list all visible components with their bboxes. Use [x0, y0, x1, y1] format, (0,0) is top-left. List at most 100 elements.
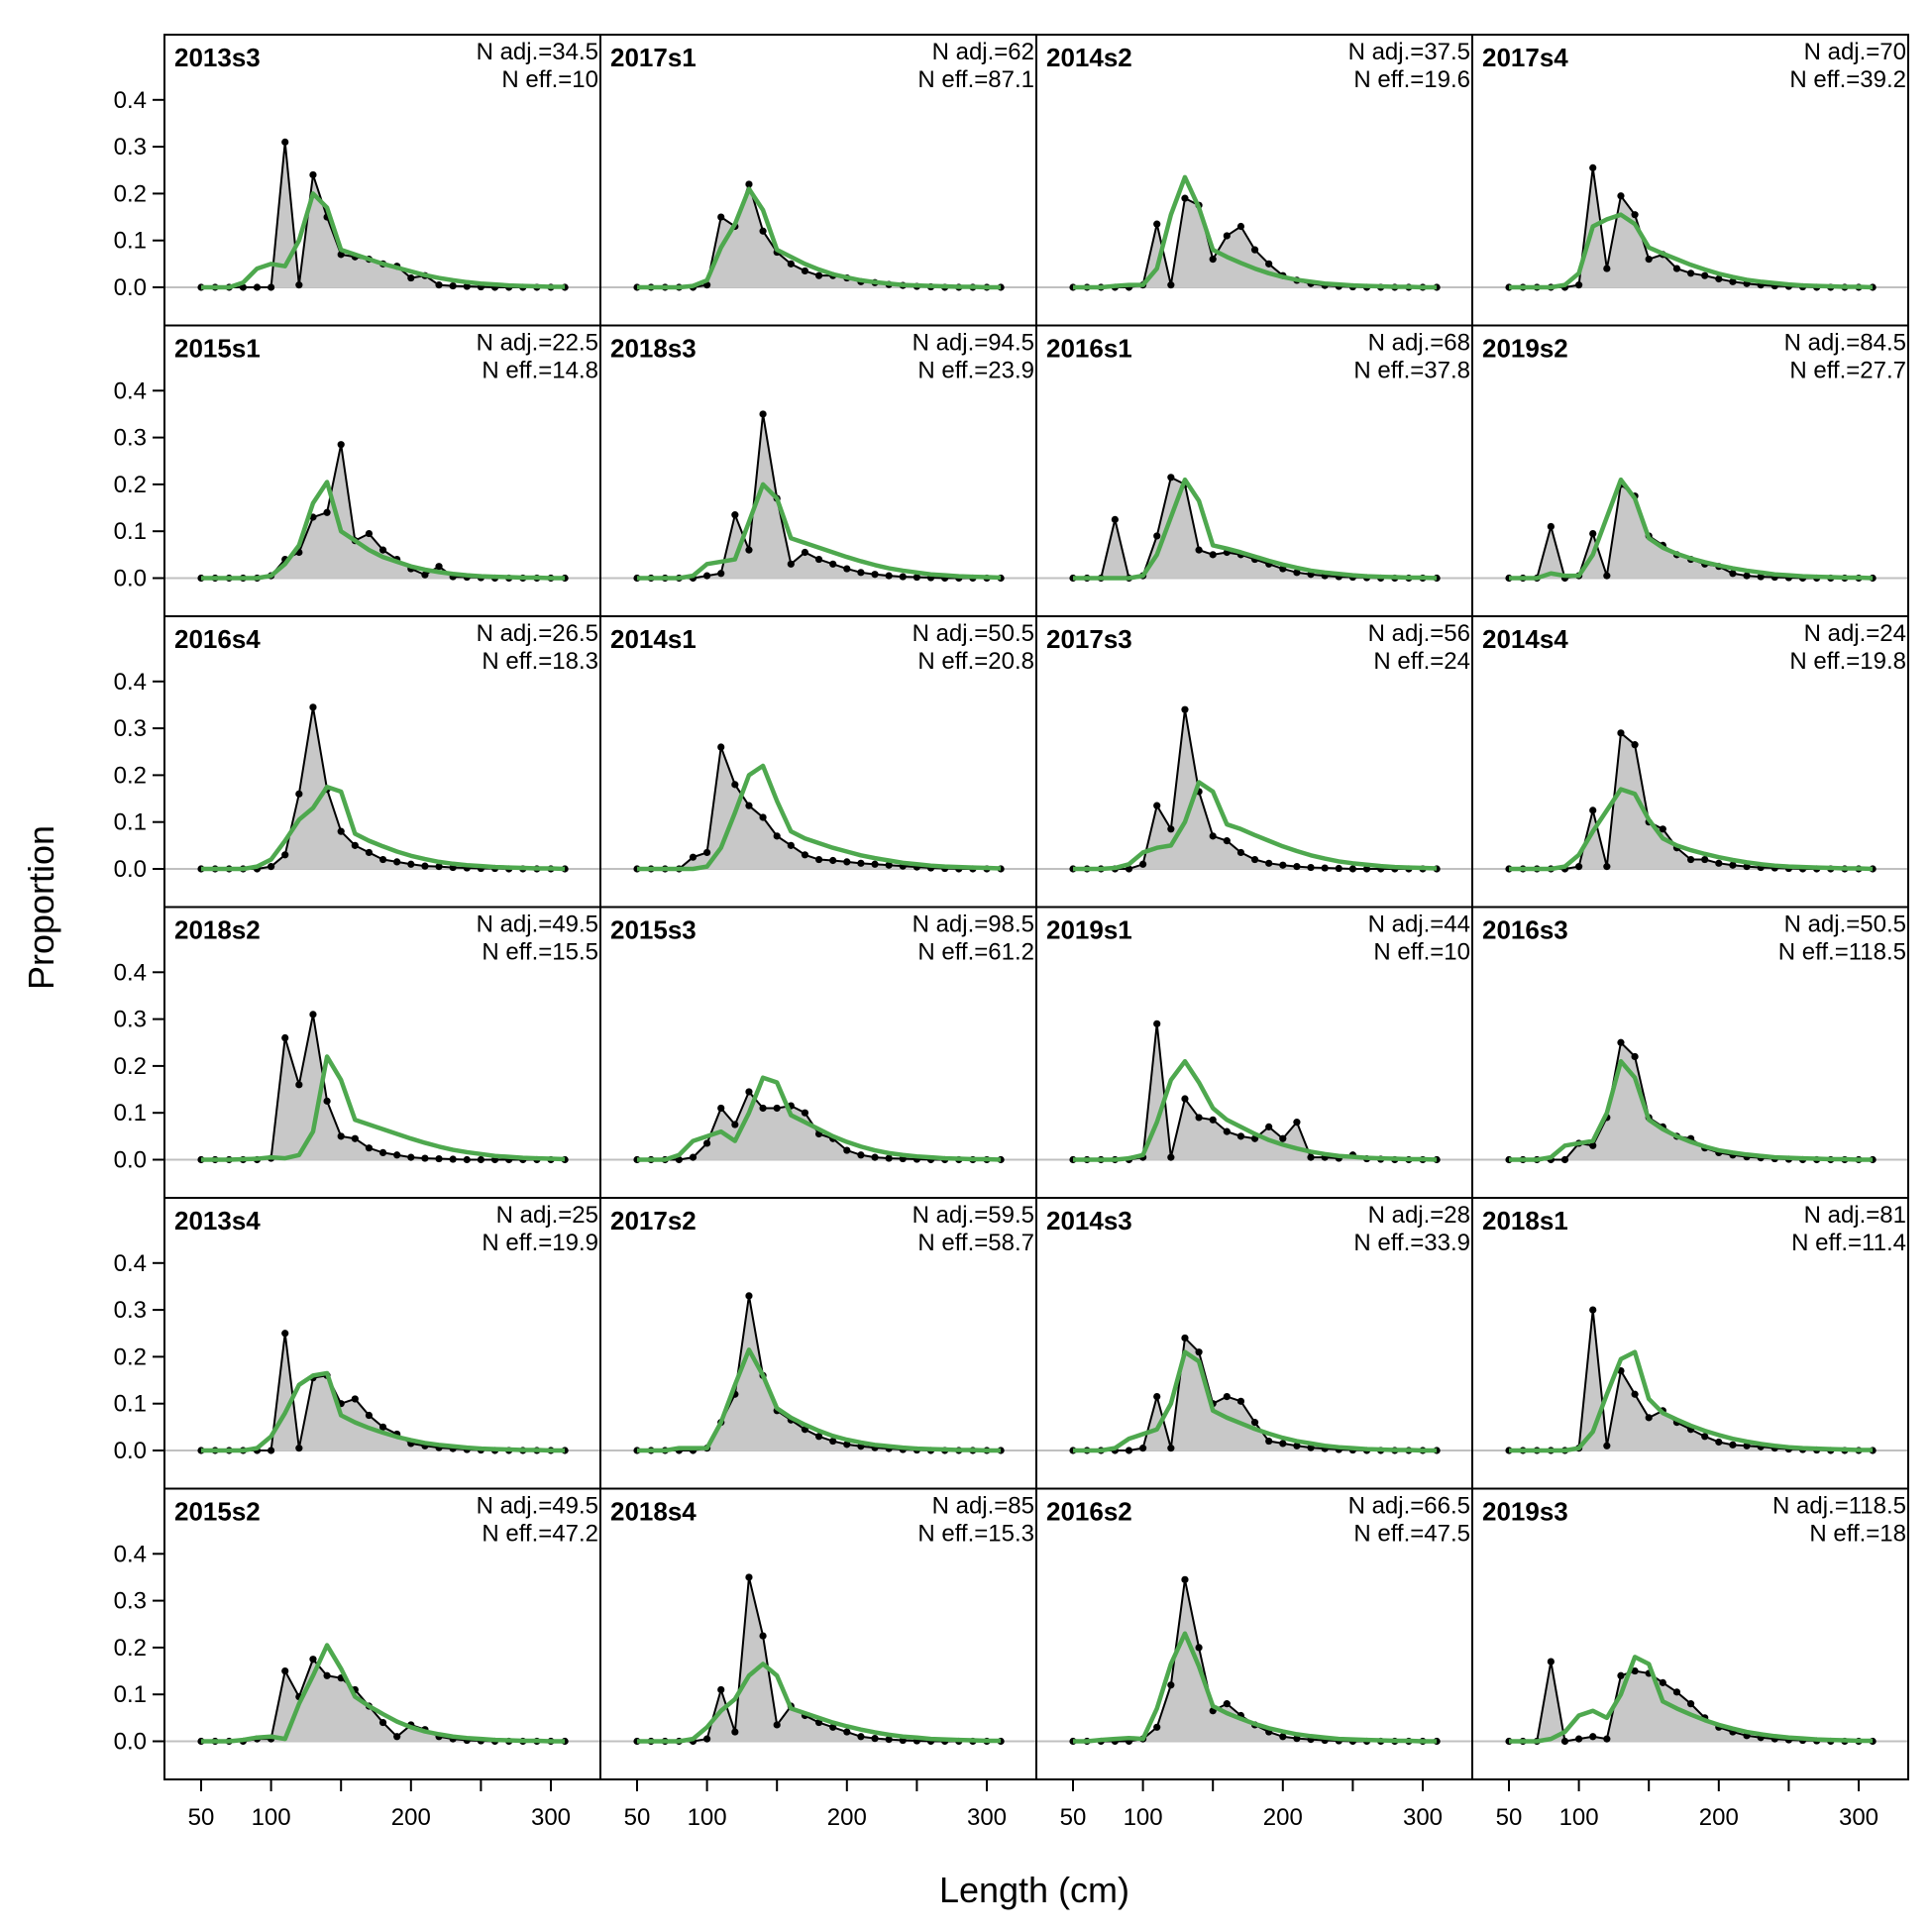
observed-point [1236, 848, 1245, 857]
observed-point [1603, 1442, 1611, 1449]
panel-2017s1: 2017s1 N adj.=62N eff.=87.1 [599, 34, 1037, 327]
observed-point [281, 851, 289, 859]
y-tick-label: 0.4 [114, 377, 147, 404]
observed-point [829, 1723, 837, 1731]
observed-point [857, 859, 865, 867]
x-tick-label: 300 [1403, 1804, 1443, 1831]
n-adj-label: N adj.=25 [496, 1202, 598, 1229]
observed-point [449, 281, 457, 290]
observed-area [637, 413, 1002, 579]
observed-point [365, 1411, 374, 1420]
observed-point [871, 1735, 879, 1743]
observed-point [1153, 532, 1161, 540]
x-tick-label: 50 [624, 1804, 651, 1831]
observed-point [1547, 522, 1555, 531]
n-adj-label: N adj.=24 [1804, 620, 1906, 647]
observed-area [637, 1295, 1002, 1450]
observed-point [717, 213, 725, 221]
observed-area [1073, 1338, 1438, 1450]
n-eff-label: N eff.=15.3 [917, 1521, 1034, 1548]
observed-point [1715, 1438, 1723, 1447]
observed-area [1509, 1662, 1874, 1742]
observed-point [703, 1139, 711, 1147]
observed-point [1603, 863, 1611, 871]
observed-point [843, 1441, 851, 1449]
observed-area [201, 1014, 566, 1160]
x-tick-label: 300 [967, 1804, 1007, 1831]
observed-point [1167, 1445, 1175, 1452]
observed-point [1659, 825, 1666, 833]
panel-2016s2: 2016s2 N adj.=66.5N eff.=47.5 [1035, 1487, 1473, 1780]
n-eff-label: N eff.=24 [1373, 648, 1470, 675]
observed-point [407, 860, 415, 868]
observed-point [1265, 859, 1273, 867]
observed-point [1617, 192, 1625, 200]
n-eff-label: N eff.=39.2 [1789, 66, 1906, 93]
panel-2019s3: 2019s3 N adj.=118.5N eff.=18 [1471, 1487, 1909, 1780]
observed-point [1645, 256, 1653, 264]
observed-area [1073, 709, 1438, 869]
n-adj-label: N adj.=49.5 [477, 912, 598, 938]
panel-2019s1: 2019s1 N adj.=44N eff.=10 [1035, 906, 1473, 1199]
observed-point [421, 1154, 429, 1162]
observed-area [637, 1091, 1002, 1160]
observed-area [1073, 198, 1438, 287]
n-eff-label: N eff.=14.8 [482, 358, 598, 384]
observed-point [393, 1151, 401, 1159]
observed-area [1073, 1579, 1438, 1742]
observed-point [1293, 569, 1301, 577]
observed-point [731, 1121, 739, 1128]
y-tick-label: 0.4 [114, 87, 147, 114]
observed-point [1631, 1052, 1639, 1061]
observed-point [1153, 220, 1161, 228]
observed-point [253, 283, 262, 291]
observed-line [1073, 1579, 1438, 1743]
n-eff-label: N eff.=19.6 [1353, 66, 1470, 93]
observed-point [1195, 1114, 1203, 1122]
observed-point [1153, 1393, 1161, 1401]
observed-point [773, 832, 781, 840]
observed-point [717, 743, 725, 751]
y-tick-label: 0.3 [114, 425, 147, 452]
observed-point [1701, 271, 1709, 279]
expected-line [1073, 780, 1438, 872]
observed-point [1293, 1442, 1301, 1449]
expected-line [201, 1643, 566, 1744]
observed-point [1167, 1681, 1175, 1689]
observed-point [1729, 861, 1737, 869]
observed-point [1209, 1116, 1217, 1124]
observed-point [309, 1656, 317, 1664]
y-tick-label: 0.1 [114, 1100, 147, 1127]
y-tick-label: 0.2 [114, 1343, 147, 1370]
observed-point [1589, 1733, 1597, 1741]
observed-point [1307, 1153, 1315, 1161]
observed-area [1509, 483, 1874, 579]
observed-point [857, 1733, 865, 1741]
panel-title: 2019s2 [1482, 334, 1568, 364]
observed-line [1073, 709, 1438, 870]
panel-2014s1: 2014s1 N adj.=50.5N eff.=20.8 [599, 615, 1037, 909]
n-eff-label: N eff.=19.8 [1789, 648, 1906, 675]
expected-line [201, 784, 566, 872]
observed-point [912, 573, 921, 582]
expected-line [1073, 1631, 1438, 1744]
expected-line [637, 1347, 1002, 1453]
y-tick-label: 0.3 [114, 134, 147, 161]
observed-point [1617, 1671, 1625, 1679]
panel-title: 2016s1 [1046, 334, 1132, 364]
observed-point [801, 548, 809, 557]
observed-point [337, 1132, 345, 1140]
observed-point [1321, 864, 1329, 872]
observed-point [1729, 570, 1737, 578]
observed-point [1279, 1440, 1287, 1448]
n-eff-label: N eff.=20.8 [917, 648, 1034, 675]
expected-line [201, 1054, 566, 1162]
observed-point [1715, 274, 1723, 283]
panel-2015s3: 2015s3 N adj.=98.5N eff.=61.2 [599, 906, 1037, 1199]
panel-title: 2018s1 [1482, 1206, 1568, 1235]
n-eff-label: N eff.=27.7 [1789, 358, 1906, 384]
observed-point [351, 1395, 359, 1403]
expected-line [1509, 787, 1874, 872]
panel-2016s3: 2016s3 N adj.=50.5N eff.=118.5 [1471, 906, 1909, 1199]
observed-line [637, 746, 1002, 870]
